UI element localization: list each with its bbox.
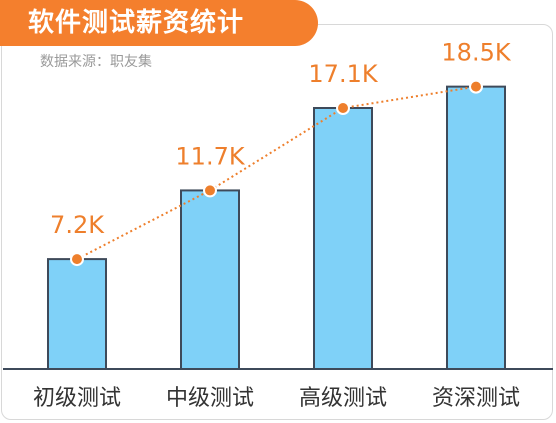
chart-source: 数据来源：职友集 (40, 54, 152, 70)
category-label-3: 高级测试 (299, 386, 387, 411)
data-point-2 (203, 183, 217, 198)
bar-1 (47, 258, 107, 370)
value-label-4: 18.5K (441, 39, 511, 67)
category-label-4: 资深测试 (432, 386, 520, 411)
points-group (70, 79, 483, 267)
bar-4 (446, 85, 506, 370)
data-point-4 (469, 79, 483, 94)
title-banner: 软件测试薪资统计 (0, 0, 318, 46)
value-labels-group: 7.2K 11.7K 17.1K 18.5K (50, 39, 512, 239)
trend-line (76, 85, 477, 260)
value-label-2: 11.7K (175, 142, 245, 170)
chart-title: 软件测试薪资统计 (28, 8, 245, 38)
value-label-3: 17.1K (308, 60, 378, 88)
data-point-3 (336, 101, 350, 115)
category-label-1: 初级测试 (33, 386, 121, 411)
data-point-1 (70, 252, 84, 267)
category-labels-group: 初级测试 中级测试 高级测试 资深测试 (33, 386, 520, 411)
category-label-2: 中级测试 (166, 386, 254, 411)
bar-2 (180, 189, 240, 370)
bar-3 (313, 107, 373, 370)
bars-group (47, 85, 506, 370)
value-label-1: 7.2K (50, 211, 105, 239)
